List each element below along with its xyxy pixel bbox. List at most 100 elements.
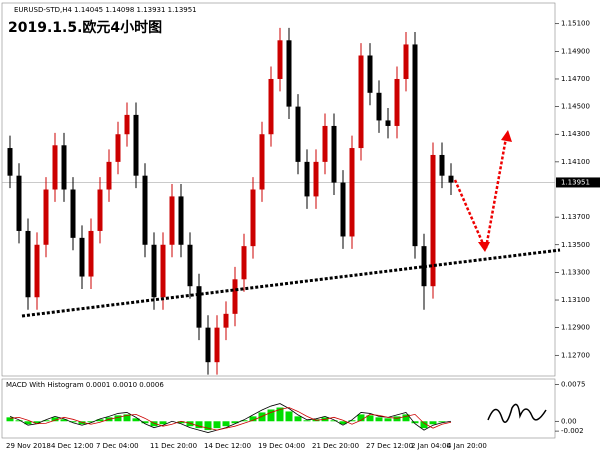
candle-body <box>286 40 292 107</box>
candle-body <box>250 189 256 247</box>
candle-body <box>394 78 400 126</box>
candle-body <box>61 145 67 190</box>
histogram-bar <box>78 421 86 425</box>
candle-body <box>412 44 418 247</box>
candle-body <box>430 154 436 287</box>
histogram-bar <box>69 421 77 423</box>
y-tick-label: 1.13100 <box>561 296 590 304</box>
candle-body <box>448 175 454 183</box>
histogram-bar <box>258 412 266 422</box>
histogram-bar <box>204 421 212 431</box>
histogram-bar <box>285 411 293 422</box>
histogram-bar <box>294 416 302 422</box>
candle-body <box>151 244 157 298</box>
candle-body <box>268 78 274 135</box>
histogram-bar <box>231 421 239 424</box>
y-tick-label: 1.14700 <box>561 75 590 83</box>
x-tick-label: 7 Dec 04:00 <box>96 442 139 450</box>
candle-body <box>79 237 85 277</box>
candle-body <box>340 182 346 237</box>
candle-body <box>52 145 58 190</box>
candle-body <box>313 161 319 197</box>
candle-body <box>367 55 373 93</box>
x-tick-label: 27 Dec 12:00 <box>366 442 413 450</box>
arrow-down <box>453 179 486 247</box>
y-tick-label: 1.12900 <box>561 324 590 332</box>
candle-body <box>106 161 112 190</box>
histogram-bar <box>141 421 149 424</box>
y-tick-label: 1.13300 <box>561 268 590 276</box>
candle-body <box>97 189 103 231</box>
histogram-bar <box>114 415 122 422</box>
histogram-bar <box>6 417 14 422</box>
histogram-bar <box>51 417 59 422</box>
y-tick-label: 0.0075 <box>561 380 586 388</box>
histogram-bar <box>348 420 356 422</box>
x-tick-label: 21 Dec 20:00 <box>312 442 359 450</box>
y-tick-label: 1.14900 <box>561 47 590 55</box>
y-tick-label: -0.002 <box>561 427 584 435</box>
y-tick-label: 1.13700 <box>561 213 590 221</box>
symbol-header: EURUSD-STD,H4 1.14045 1.14098 1.13931 1.… <box>14 6 197 14</box>
histogram-bar <box>24 421 32 425</box>
histogram-bar <box>420 421 428 429</box>
histogram-bar <box>375 417 383 422</box>
candle-body <box>304 161 310 197</box>
histogram-bar <box>249 416 257 422</box>
candle-body <box>196 286 202 328</box>
candle-body <box>403 44 409 79</box>
histogram-bar <box>330 420 338 422</box>
macd-frame <box>1 378 556 439</box>
y-tick-label: 1.14500 <box>561 103 590 111</box>
histogram-bar <box>132 418 140 422</box>
candle-body <box>232 279 238 314</box>
candle-body <box>439 154 445 176</box>
candle-body <box>25 230 31 298</box>
y-tick-label: 1.13500 <box>561 241 590 249</box>
histogram-bar <box>411 421 419 424</box>
candle-body <box>169 196 175 245</box>
histogram-bar <box>438 421 446 423</box>
histogram-bar <box>339 421 347 425</box>
price-frame <box>1 2 556 377</box>
trend-line <box>21 248 561 318</box>
candle-body <box>115 134 121 162</box>
histogram-bar <box>15 420 23 422</box>
candle-body <box>331 125 337 183</box>
y-tick-label: 0.00 <box>561 417 577 425</box>
histogram-bar <box>267 409 275 422</box>
candle-body <box>322 125 328 162</box>
candle-body <box>133 114 139 176</box>
candle-body <box>358 55 364 149</box>
x-tick-label: 19 Dec 04:00 <box>258 442 305 450</box>
histogram-bar <box>150 421 158 427</box>
y-tick-label: 1.14100 <box>561 158 590 166</box>
x-tick-label: 4 Jan 20:00 <box>447 442 487 450</box>
current-price-label: 1.13951 <box>561 178 590 186</box>
histogram-bar <box>303 420 311 422</box>
arrow-up <box>484 137 508 249</box>
current-price-box <box>556 177 600 188</box>
x-tick-label: 11 Dec 20:00 <box>150 442 197 450</box>
candle-body <box>385 120 391 126</box>
macd-header: MACD With Histogram 0.0001 0.0010 0.0006 <box>6 381 164 389</box>
candle-body <box>142 175 148 245</box>
x-tick-label: 4 Dec 12:00 <box>51 442 94 450</box>
histogram-bar <box>159 421 167 425</box>
histogram-bar <box>366 415 374 422</box>
candle-body <box>187 244 193 287</box>
histogram-bar <box>33 421 41 424</box>
candle-body <box>259 134 265 190</box>
candle-body <box>16 175 22 231</box>
histogram-bar <box>222 421 230 427</box>
histogram-bar <box>240 420 248 422</box>
macd-line <box>9 403 452 433</box>
histogram-bar <box>429 421 437 425</box>
histogram-bar <box>402 414 410 422</box>
histogram-bar <box>60 419 68 422</box>
candle-body <box>349 148 355 237</box>
y-tick-label: 1.12700 <box>561 351 590 359</box>
arrow-head <box>478 242 490 252</box>
candle-body <box>34 244 40 298</box>
